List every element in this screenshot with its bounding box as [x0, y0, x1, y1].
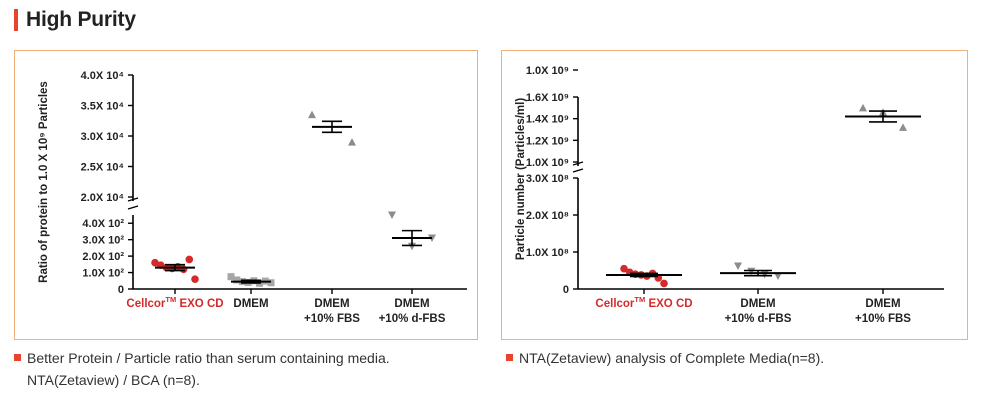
y-tick-label: 1.6X 10⁹	[526, 92, 569, 104]
y-tick-label: 3.0X 10⁸	[526, 173, 569, 185]
x-category-label: DMEM	[865, 298, 900, 310]
y-tick-label: 2.0X 10⁴	[81, 192, 124, 204]
bullet-square-icon	[506, 354, 513, 361]
x-category-label: DMEM	[740, 298, 775, 310]
x-category-label-line2: +10% FBS	[855, 313, 911, 325]
y-tick-label: 1.2X 10⁹	[526, 135, 569, 147]
data-point	[774, 272, 782, 281]
y-tick-label: 4.0X 10⁴	[81, 70, 124, 82]
axis-break-mark	[127, 205, 139, 210]
y-tick-label: 1.0X 10⁹	[526, 65, 569, 77]
data-point	[308, 110, 316, 119]
y-tick-label: 3.0X 10⁴	[81, 131, 124, 143]
data-point	[734, 262, 742, 271]
data-point	[620, 264, 628, 273]
right-chart-panel: 0 1.0X 10⁸ 2.0X 10⁸ 3.0X 10⁸ 1.0X 10⁹ 1.2X 10…	[501, 50, 968, 340]
y-tick-label: 2.0X 10⁸	[526, 210, 569, 222]
x-category-label: DMEM	[394, 298, 429, 310]
data-point	[760, 270, 769, 279]
data-point	[185, 255, 194, 264]
axis-break-mark	[572, 161, 584, 166]
bullet-square-icon	[14, 354, 21, 361]
data-point	[151, 258, 159, 267]
left-caption-line1: Better Protein / Particle ratio than ser…	[27, 350, 390, 366]
data-point	[859, 103, 867, 112]
y-tick-label: 1.4X 10⁹	[526, 114, 569, 126]
y-tick-label: 3.5X 10⁴	[81, 101, 124, 113]
data-point	[747, 267, 756, 276]
left-caption: Better Protein / Particle ratio than ser…	[14, 347, 390, 391]
data-point	[267, 279, 275, 287]
data-point	[227, 273, 235, 281]
y-tick-label: 1.0X 10²	[82, 268, 124, 280]
y-tick-label: 1.0X 10⁸	[526, 247, 569, 259]
x-category-label: DMEM	[314, 298, 349, 310]
y-tick-label: 2.5X 10⁴	[81, 162, 124, 174]
data-point	[660, 279, 668, 288]
particle-number-chart: 0 1.0X 10⁸ 2.0X 10⁸ 3.0X 10⁸ 1.0X 10⁹ 1.2X 10…	[515, 65, 944, 325]
section-heading: High Purity	[14, 8, 136, 32]
data-point	[179, 265, 188, 274]
left-chart-panel: 0 1.0X 10² 2.0X 10² 3.0X 10² 4.0X 10² 2.0X 10…	[14, 50, 478, 340]
data-point	[408, 242, 416, 251]
y-axis-label: Ratio of protein to 1.0 X 10⁹ Particles	[38, 81, 50, 283]
y-axis-label: Particle number (Particles/ml)	[515, 98, 527, 261]
data-point	[348, 138, 356, 146]
y-tick-label: 4.0X 10²	[82, 218, 124, 230]
x-category-label-line2: +10% d-FBS	[379, 313, 446, 325]
x-category-label: CellcorTM EXO CD	[126, 295, 223, 310]
y-tick-label: 3.0X 10²	[82, 235, 124, 247]
x-category-label-line2: +10% d-FBS	[725, 313, 792, 325]
left-caption-line2: NTA(Zetaview) / BCA (n=8).	[27, 372, 200, 388]
axis-break-mark	[572, 168, 584, 173]
right-caption-line1: NTA(Zetaview) analysis of Complete Media…	[519, 350, 825, 366]
right-caption: NTA(Zetaview) analysis of Complete Media…	[506, 347, 824, 369]
data-point	[899, 123, 907, 131]
data-point	[388, 211, 396, 219]
section-title: High Purity	[26, 8, 136, 31]
y-tick-label: 0	[563, 284, 569, 296]
data-point	[233, 276, 241, 284]
heading-accent-bar	[14, 9, 18, 31]
data-point	[191, 275, 199, 283]
y-tick-label: 0	[118, 284, 124, 296]
protein-ratio-chart: 0 1.0X 10² 2.0X 10² 3.0X 10² 4.0X 10² 2.0X 10…	[38, 70, 467, 325]
x-category-label: DMEM	[233, 298, 268, 310]
axis-break-mark	[127, 197, 139, 202]
x-category-label: CellcorTM EXO CD	[595, 295, 692, 310]
x-category-label-line2: +10% FBS	[304, 313, 360, 325]
y-tick-label: 1.0X 10⁹	[526, 157, 569, 169]
y-tick-label: 2.0X 10²	[82, 251, 124, 263]
